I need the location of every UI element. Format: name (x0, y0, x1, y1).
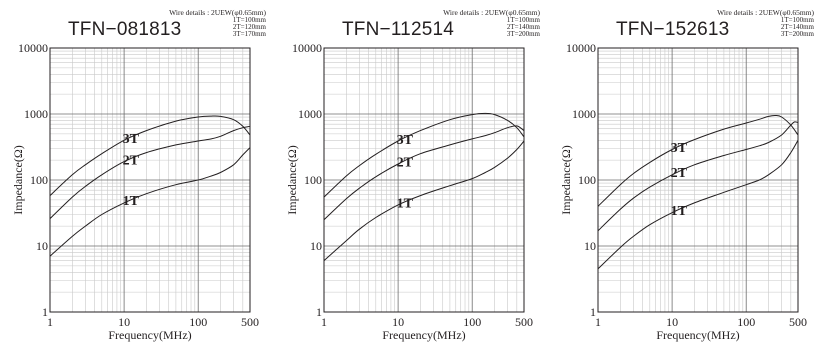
x-axis-label: Frequency(MHz) (382, 328, 465, 342)
grid (50, 48, 250, 312)
x-tick-label: 1 (595, 315, 601, 329)
x-tick-label: 100 (463, 315, 481, 329)
x-tick-label: 10 (392, 315, 404, 329)
series-line-2t (49, 125, 251, 219)
y-axis-label: Impedance(Ω) (11, 145, 25, 215)
plot-frame (49, 47, 251, 313)
series-label-2t: 2T (397, 156, 414, 171)
y-axis-label: Impedance(Ω) (559, 145, 573, 215)
y-tick-label: 10000 (18, 41, 48, 55)
wire-length-2t: 2T=140mm (780, 23, 814, 31)
chart-panel-2: Wire details : 2UEW(φ0.65mm) 1T=100mm 2T… (274, 0, 548, 345)
series-line-2t (597, 121, 799, 232)
series-line-1t (49, 147, 251, 257)
y-tick-label: 100 (304, 173, 322, 187)
series-label-1t: 1T (671, 204, 688, 219)
x-tick-label: 1 (47, 315, 53, 329)
chart-title: TFN−152613 (616, 19, 730, 40)
wire-lengths: 1T=100mm 2T=120mm 3T=170mm (233, 17, 266, 38)
series-line-3t (323, 112, 525, 198)
y-tick-label: 1000 (572, 107, 596, 121)
series-label-1t: 1T (123, 194, 140, 209)
y-tick-label: 100 (30, 173, 48, 187)
y-tick-label: 10 (584, 239, 596, 253)
x-tick-label: 500 (789, 315, 807, 329)
y-tick-label: 10000 (292, 41, 322, 55)
wire-length-3t: 3T=200mm (506, 30, 540, 38)
series-label-1t: 1T (397, 196, 414, 211)
wire-length-2t: 2T=140mm (506, 23, 540, 31)
plot-frame (323, 47, 525, 313)
y-axis-label: Impedance(Ω) (285, 145, 299, 215)
x-tick-label: 500 (515, 315, 533, 329)
series-line-3t (597, 114, 799, 207)
y-tick-label: 10 (310, 239, 322, 253)
wire-length-1t: 1T=100mm (232, 16, 266, 24)
x-tick-label: 10 (118, 315, 130, 329)
y-tick-label: 1 (42, 305, 48, 319)
chart-svg: 1 10 100 500 1 10 100 1000 10000 Frequency(MHz) Im… (285, 41, 533, 342)
series-label-3t: 3T (671, 141, 688, 156)
chart-title: TFN−112514 (342, 19, 455, 40)
x-tick-label: 500 (241, 315, 259, 329)
y-tick-label: 1 (316, 305, 322, 319)
wire-length-3t: 3T=170mm (232, 30, 266, 38)
grid (324, 48, 524, 312)
x-tick-label: 10 (666, 315, 678, 329)
series-line-1t (597, 140, 799, 270)
plot-frame (597, 47, 799, 313)
series-line-2t (323, 125, 525, 221)
series-label-2t: 2T (123, 153, 140, 168)
y-tick-label: 1 (590, 305, 596, 319)
x-axis-label: Frequency(MHz) (656, 328, 739, 342)
series-label-3t: 3T (397, 133, 414, 148)
series-line-3t (49, 115, 251, 196)
chart-panel-1: Wire details : 2UEW(φ0.65mm) 1T=100mm 2T… (0, 0, 274, 345)
wire-lengths: 1T=100mm 2T=140mm 3T=200mm (507, 17, 540, 38)
chart-panel-3: Wire details : 2UEW(φ0.65mm) 1T=100mm 2T… (548, 0, 822, 345)
series-label-2t: 2T (671, 166, 688, 181)
x-tick-label: 100 (189, 315, 207, 329)
grid (598, 48, 798, 312)
wire-length-1t: 1T=100mm (780, 16, 814, 24)
x-tick-label: 100 (737, 315, 755, 329)
wire-length-2t: 2T=120mm (232, 23, 266, 31)
y-tick-label: 10 (36, 239, 48, 253)
wire-details-title: Wire details : 2UEW(φ0.65mm) (717, 8, 814, 17)
y-tick-label: 1000 (298, 107, 322, 121)
x-tick-label: 1 (321, 315, 327, 329)
series-label-3t: 3T (123, 132, 140, 147)
x-axis-label: Frequency(MHz) (108, 328, 191, 342)
y-tick-label: 100 (578, 173, 596, 187)
chart-title: TFN−081813 (68, 19, 182, 40)
wire-length-1t: 1T=100mm (506, 16, 540, 24)
series-line-1t (323, 140, 525, 261)
wire-details-title: Wire details : 2UEW(φ0.65mm) (169, 8, 266, 17)
chart-svg: 1 10 100 500 1 10 100 1000 10000 Frequency(MHz) Im… (11, 41, 259, 342)
wire-details-title: Wire details : 2UEW(φ0.65mm) (443, 8, 540, 17)
wire-lengths: 1T=100mm 2T=140mm 3T=200mm (781, 17, 814, 38)
y-tick-label: 10000 (566, 41, 596, 55)
wire-length-3t: 3T=200mm (780, 30, 814, 38)
y-tick-label: 1000 (24, 107, 48, 121)
chart-svg: 1 10 100 500 1 10 100 1000 10000 Frequency(MHz) Im… (559, 41, 807, 342)
